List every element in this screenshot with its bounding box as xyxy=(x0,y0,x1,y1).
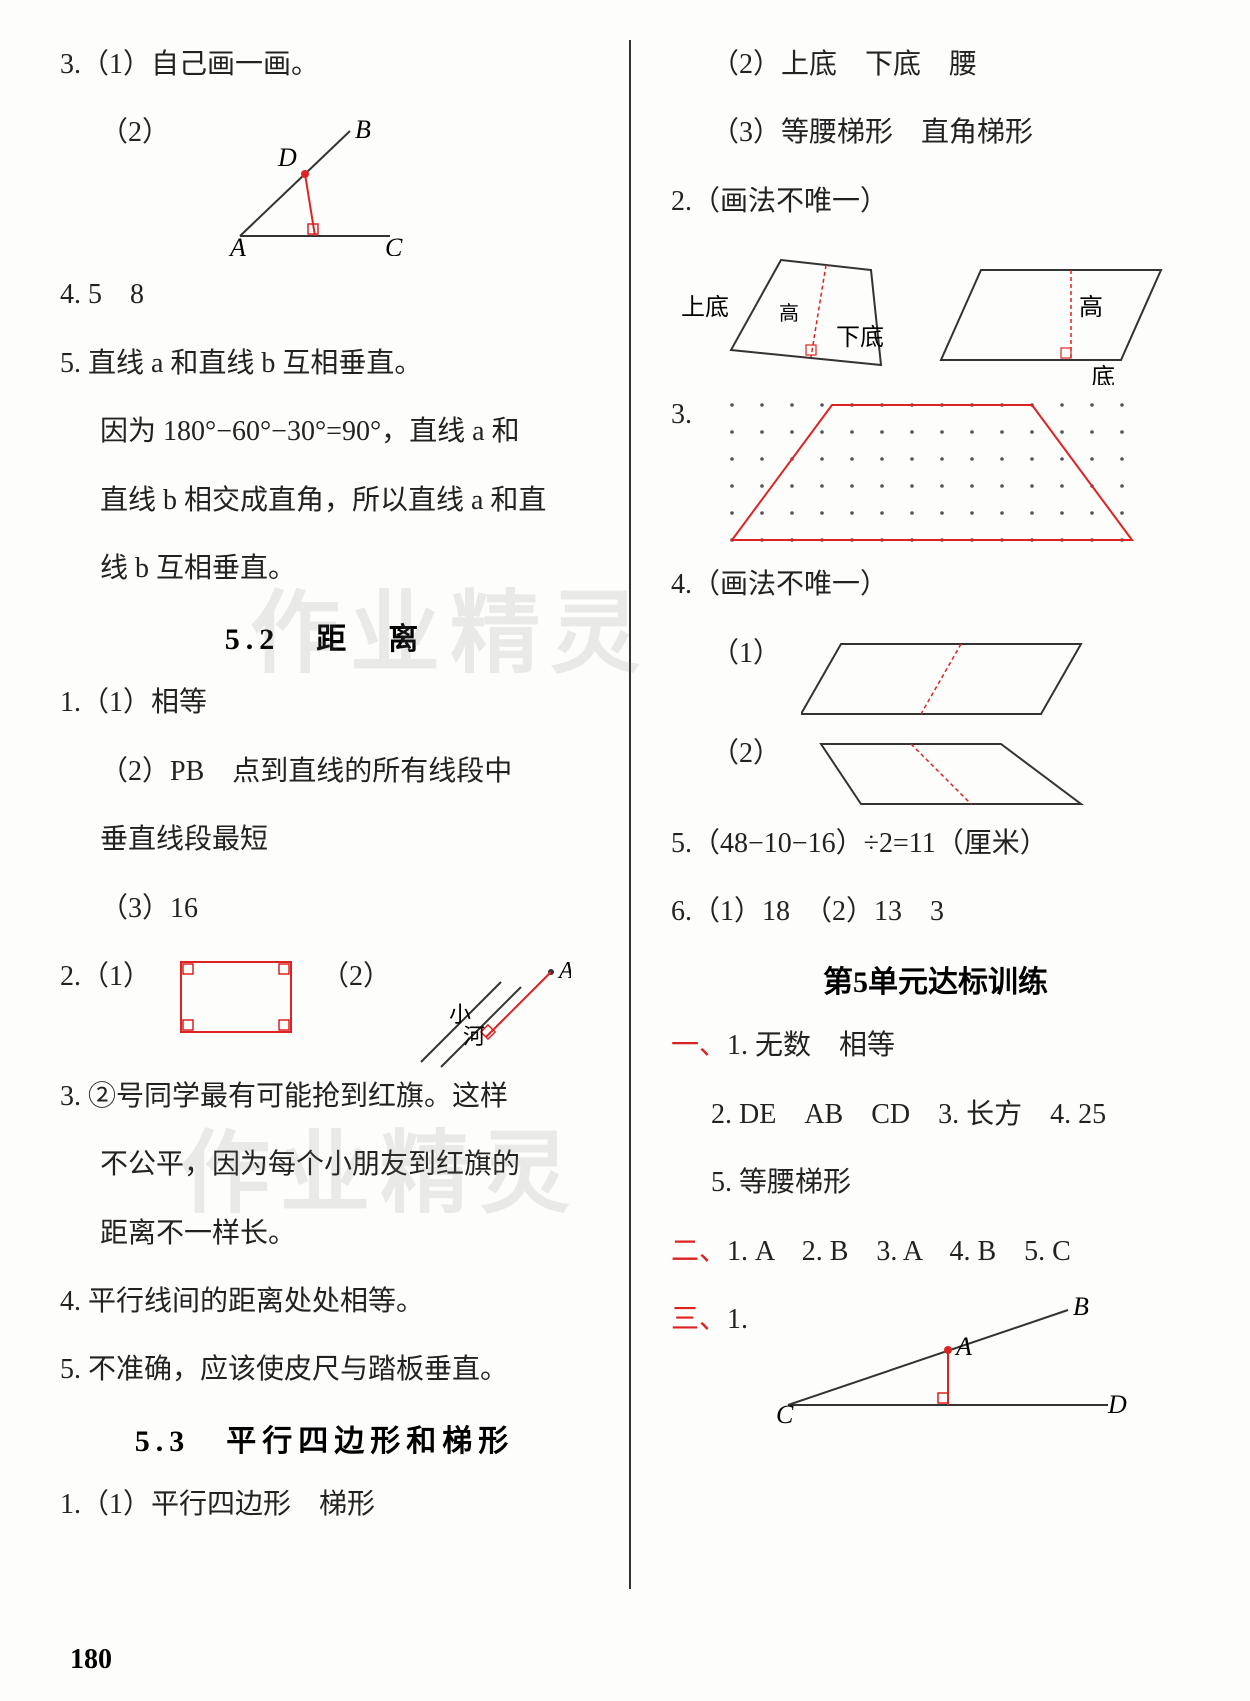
left-column: 3.（1）自己画一画。 （2） D B A C 4. 5 8 5. 直线 a 和… xyxy=(60,40,589,1671)
label-B: B xyxy=(355,116,371,144)
s52-3-1: 3. ②号同学最有可能抢到红旗。这样 xyxy=(60,1072,589,1122)
q3-1: 3.（1）自己画一画。 xyxy=(60,40,589,90)
s52-3-3: 距离不一样长。 xyxy=(100,1209,589,1259)
right-column: （2）上底 下底 腰 （3）等腰梯形 直角梯形 2.（画法不唯一） 上底 下底 … xyxy=(671,40,1200,1671)
s52-3-2: 不公平，因为每个小朋友到红旗的 xyxy=(100,1140,589,1190)
lbl-D: D xyxy=(1107,1390,1127,1419)
trap-h: 高 xyxy=(779,302,799,325)
s52-5: 5. 不准确，应该使皮尺与踏板垂直。 xyxy=(60,1345,589,1395)
s52-1-3: （3）16 xyxy=(100,884,589,934)
s53-1-1: 1.（1）平行四边形 梯形 xyxy=(60,1480,589,1530)
s52-1-1: 1.（1）相等 xyxy=(60,678,589,728)
r-l3: 2.（画法不唯一） xyxy=(671,177,1200,227)
lbl-C: C xyxy=(776,1400,794,1425)
label-A: A xyxy=(228,233,246,256)
fig4-2 xyxy=(801,729,1101,819)
r-l5: 5.（48−10−16）÷2=11（厘米） xyxy=(671,819,1200,869)
page-number: 180 xyxy=(70,1644,112,1676)
s52-2-label: 2.（1） xyxy=(60,952,151,1002)
r-u1c: 5. 等腰梯形 xyxy=(711,1158,1200,1208)
trap-top: 上底 xyxy=(681,294,729,321)
sec-52-title: 5.2 距 离 xyxy=(60,614,589,658)
label-river2: 河 xyxy=(463,1024,485,1049)
s52-1-2: （2）PB 点到直线的所有线段中 xyxy=(100,747,589,797)
s52-1-2b: 垂直线段最短 xyxy=(100,815,589,865)
u1-text: 1. 无数 相等 xyxy=(727,1030,895,1061)
label-A2: A xyxy=(557,958,571,984)
fig-angle-perp: D B A C xyxy=(220,116,420,256)
u2-prefix: 二、 xyxy=(671,1236,727,1267)
q5-2: 因为 180°−60°−30°=90°，直线 a 和 xyxy=(100,407,589,457)
s52-2-2-label: （2） xyxy=(321,952,391,1002)
q3-2: （2） xyxy=(100,108,170,158)
r-l6: 6.（1）18 （2）13 3 xyxy=(671,887,1200,937)
fig-last: B A C D xyxy=(768,1295,1128,1425)
u2-text: 1. A 2. B 3. A 4. B 5. C xyxy=(727,1236,1071,1267)
fig4-1 xyxy=(801,629,1101,729)
para-base: 底 xyxy=(1091,364,1115,385)
r-l4: 4.（画法不唯一） xyxy=(671,560,1200,610)
q4: 4. 5 8 xyxy=(60,270,589,320)
q5-4: 线 b 互相垂直。 xyxy=(100,544,589,594)
r-l1: （2）上底 下底 腰 xyxy=(711,40,1200,90)
fig-trap-para: 上底 下底 高 高 底 xyxy=(671,245,1191,385)
r-l2: （3）等腰梯形 直角梯形 xyxy=(711,108,1200,158)
label-C: C xyxy=(385,233,403,256)
page-container: 3.（1）自己画一画。 （2） D B A C 4. 5 8 5. 直线 a 和… xyxy=(60,40,1200,1671)
r-l4-2: （2） xyxy=(711,729,781,779)
u1-prefix: 一、 xyxy=(671,1030,727,1061)
unit5-title: 第5单元达标训练 xyxy=(671,957,1200,1001)
trap-bot: 下底 xyxy=(836,324,884,351)
column-divider xyxy=(629,40,631,1589)
fig-rect xyxy=(171,952,301,1042)
u3-prefix: 三、 xyxy=(671,1304,727,1335)
fig-river: A 小 河 xyxy=(411,952,571,1072)
lbl-A: A xyxy=(954,1332,972,1361)
r-l4-1: （1） xyxy=(711,629,781,679)
u3-text: 1. xyxy=(727,1304,748,1335)
s52-4: 4. 平行线间的距离处处相等。 xyxy=(60,1277,589,1327)
label-D: D xyxy=(277,143,297,172)
para-h: 高 xyxy=(1079,294,1103,321)
sec-53-title: 5.3 平行四边形和梯形 xyxy=(60,1416,589,1460)
lbl-B: B xyxy=(1073,1295,1089,1321)
q5-1: 5. 直线 a 和直线 b 互相垂直。 xyxy=(60,339,589,389)
q5-3: 直线 b 相交成直角，所以直线 a 和直 xyxy=(100,476,589,526)
r-l3num: 3. xyxy=(671,390,692,440)
fig-dotgrid-trap xyxy=(712,390,1152,560)
r-u1b: 2. DE AB CD 3. 长方 4. 25 xyxy=(711,1090,1200,1140)
